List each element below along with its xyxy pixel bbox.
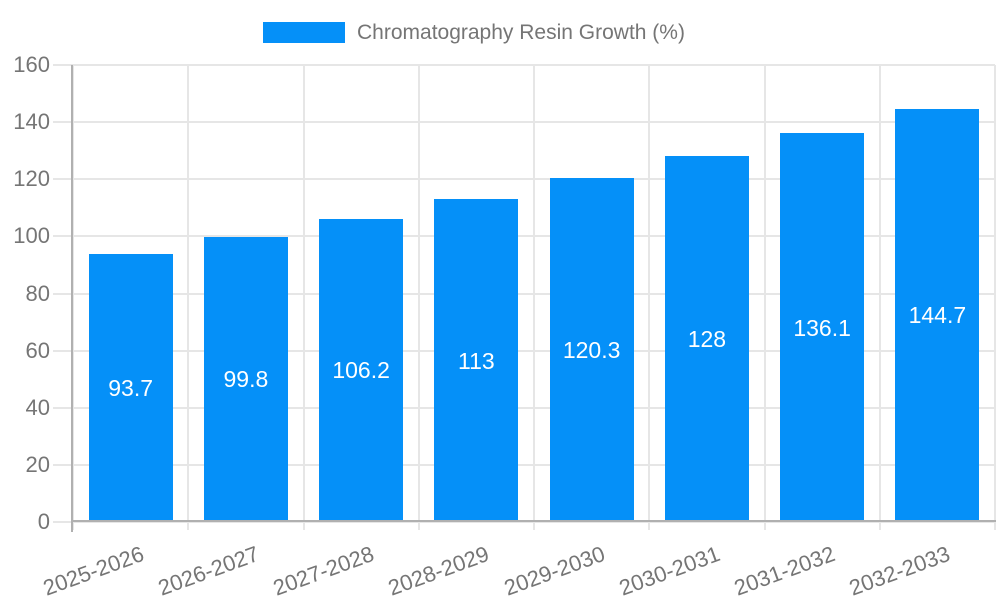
bar[interactable] — [319, 218, 404, 522]
y-axis-tick-label: 140 — [13, 109, 50, 135]
x-gridline — [417, 65, 420, 530]
y-gridline — [53, 406, 995, 409]
x-gridline — [533, 65, 535, 530]
bar-value-label: 99.8 — [223, 366, 269, 393]
bar-value-label: 128 — [687, 326, 727, 353]
bar[interactable] — [434, 199, 519, 522]
bar-value-label: 144.7 — [908, 302, 967, 329]
legend-label: Chromatography Resin Growth (%) — [357, 21, 685, 44]
bar[interactable] — [664, 156, 749, 522]
y-axis-tick-label: 60 — [25, 337, 50, 363]
x-gridline — [302, 65, 305, 530]
y-gridline — [53, 463, 995, 466]
x-gridline — [994, 65, 996, 530]
y-axis-tick-label: 160 — [13, 52, 50, 77]
y-axis-tick-label: 120 — [13, 166, 50, 192]
bar-value-label: 120.3 — [562, 337, 621, 364]
bar[interactable] — [88, 254, 173, 522]
y-gridline — [53, 178, 995, 181]
y-gridline — [53, 235, 995, 238]
bar-value-label: 93.7 — [108, 375, 153, 402]
y-gridline — [53, 121, 995, 124]
x-gridline — [878, 65, 881, 530]
x-gridline — [72, 65, 74, 530]
legend-swatch — [263, 22, 345, 43]
y-gridline — [53, 292, 995, 295]
bar[interactable] — [895, 108, 980, 522]
x-gridline — [648, 65, 651, 530]
legend[interactable]: Chromatography Resin Growth (%) — [263, 21, 685, 44]
x-gridline — [187, 65, 190, 530]
y-axis-line — [71, 65, 73, 532]
y-gridline — [53, 349, 995, 352]
y-axis-tick-label: 0 — [37, 509, 50, 534]
y-axis-tick-label: 20 — [25, 451, 50, 477]
bar[interactable] — [549, 178, 634, 522]
y-gridline — [53, 521, 995, 523]
bar-value-label: 136.1 — [793, 314, 851, 341]
y-axis-tick-label: 100 — [13, 223, 50, 249]
bar-value-label: 106.2 — [332, 357, 390, 384]
bar[interactable] — [203, 236, 288, 522]
y-gridline — [53, 64, 995, 66]
y-axis-tick-label: 40 — [25, 394, 50, 420]
bar[interactable] — [780, 133, 865, 522]
x-gridline — [763, 65, 766, 530]
y-axis-tick-label: 80 — [25, 280, 50, 306]
bar-value-label: 113 — [458, 347, 495, 374]
x-axis-baseline — [71, 520, 996, 522]
